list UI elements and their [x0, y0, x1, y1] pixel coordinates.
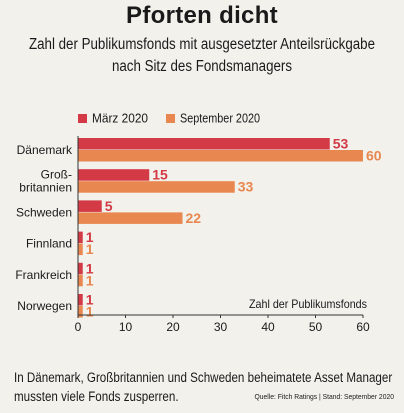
legend-swatch-2: [166, 114, 175, 123]
bar-maerz: [78, 200, 102, 212]
bar-september: [78, 243, 83, 256]
footnote-line-2: mussten viele Fonds zusperren.: [14, 389, 179, 404]
bar-september: [78, 181, 235, 193]
x-tick-label: 20: [166, 320, 180, 334]
bar-maerz: [78, 169, 150, 181]
data-label: 1: [86, 292, 94, 308]
x-tick-label: 30: [214, 320, 228, 334]
category-label: Norwegen: [17, 299, 72, 313]
legend-swatch-1: [78, 114, 87, 123]
x-tick-label: 0: [75, 320, 82, 334]
data-label: 22: [186, 210, 202, 226]
chart-subtitle: Zahl der Publikumsfonds mit ausgesetzter…: [28, 34, 375, 78]
bar-maerz: [78, 294, 83, 306]
data-label: 33: [238, 179, 254, 195]
x-tick-label: 10: [119, 320, 133, 334]
subtitle-line-2: nach Sitz des Fondsmanagers: [111, 58, 293, 75]
legend-label-1: März 2020: [92, 112, 148, 126]
x-tick-label: 40: [261, 320, 275, 334]
bar-september: [78, 150, 363, 162]
data-label: 60: [366, 148, 382, 164]
data-label: 1: [86, 304, 94, 320]
legend-label-2: September 2020: [180, 112, 260, 126]
category-label: Finnland: [26, 237, 72, 251]
data-label: 15: [152, 167, 168, 183]
footnote-line-1: In Dänemark, Großbritannien und Schweden…: [14, 370, 393, 385]
bar-september: [78, 274, 83, 287]
data-label: 1: [86, 229, 94, 245]
source-note: Quelle: Fitch Ratings | Stand: September…: [254, 392, 394, 401]
bar-maerz: [78, 138, 330, 150]
bar-maerz: [78, 262, 83, 275]
data-label: 1: [86, 260, 94, 276]
bar-chart: März 2020 September 2020 Dänemark Groß-brit…: [15, 112, 382, 335]
bar-maerz: [78, 231, 83, 244]
x-tick-label: 60: [356, 320, 370, 334]
category-label: Schweden: [16, 205, 72, 219]
data-label: 1: [86, 241, 94, 257]
chart-footnote: In Dänemark, Großbritannien und Schweden…: [14, 368, 392, 406]
x-axis-label: Zahl der Publikumsfonds: [249, 297, 367, 311]
category-label: Frankreich: [15, 268, 72, 282]
x-tick-label: 50: [309, 320, 323, 334]
subtitle-line-1: Zahl der Publikumsfonds mit ausgesetzter…: [28, 36, 376, 53]
category-label: Dänemark: [17, 143, 73, 157]
data-label: 5: [105, 198, 113, 214]
data-label: 1: [86, 272, 94, 288]
data-label: 53: [333, 136, 349, 152]
category-label: Groß-britannien: [19, 168, 72, 195]
chart-title: Pforten dicht: [126, 2, 278, 29]
bar-september: [78, 306, 83, 318]
bar-september: [78, 212, 183, 224]
